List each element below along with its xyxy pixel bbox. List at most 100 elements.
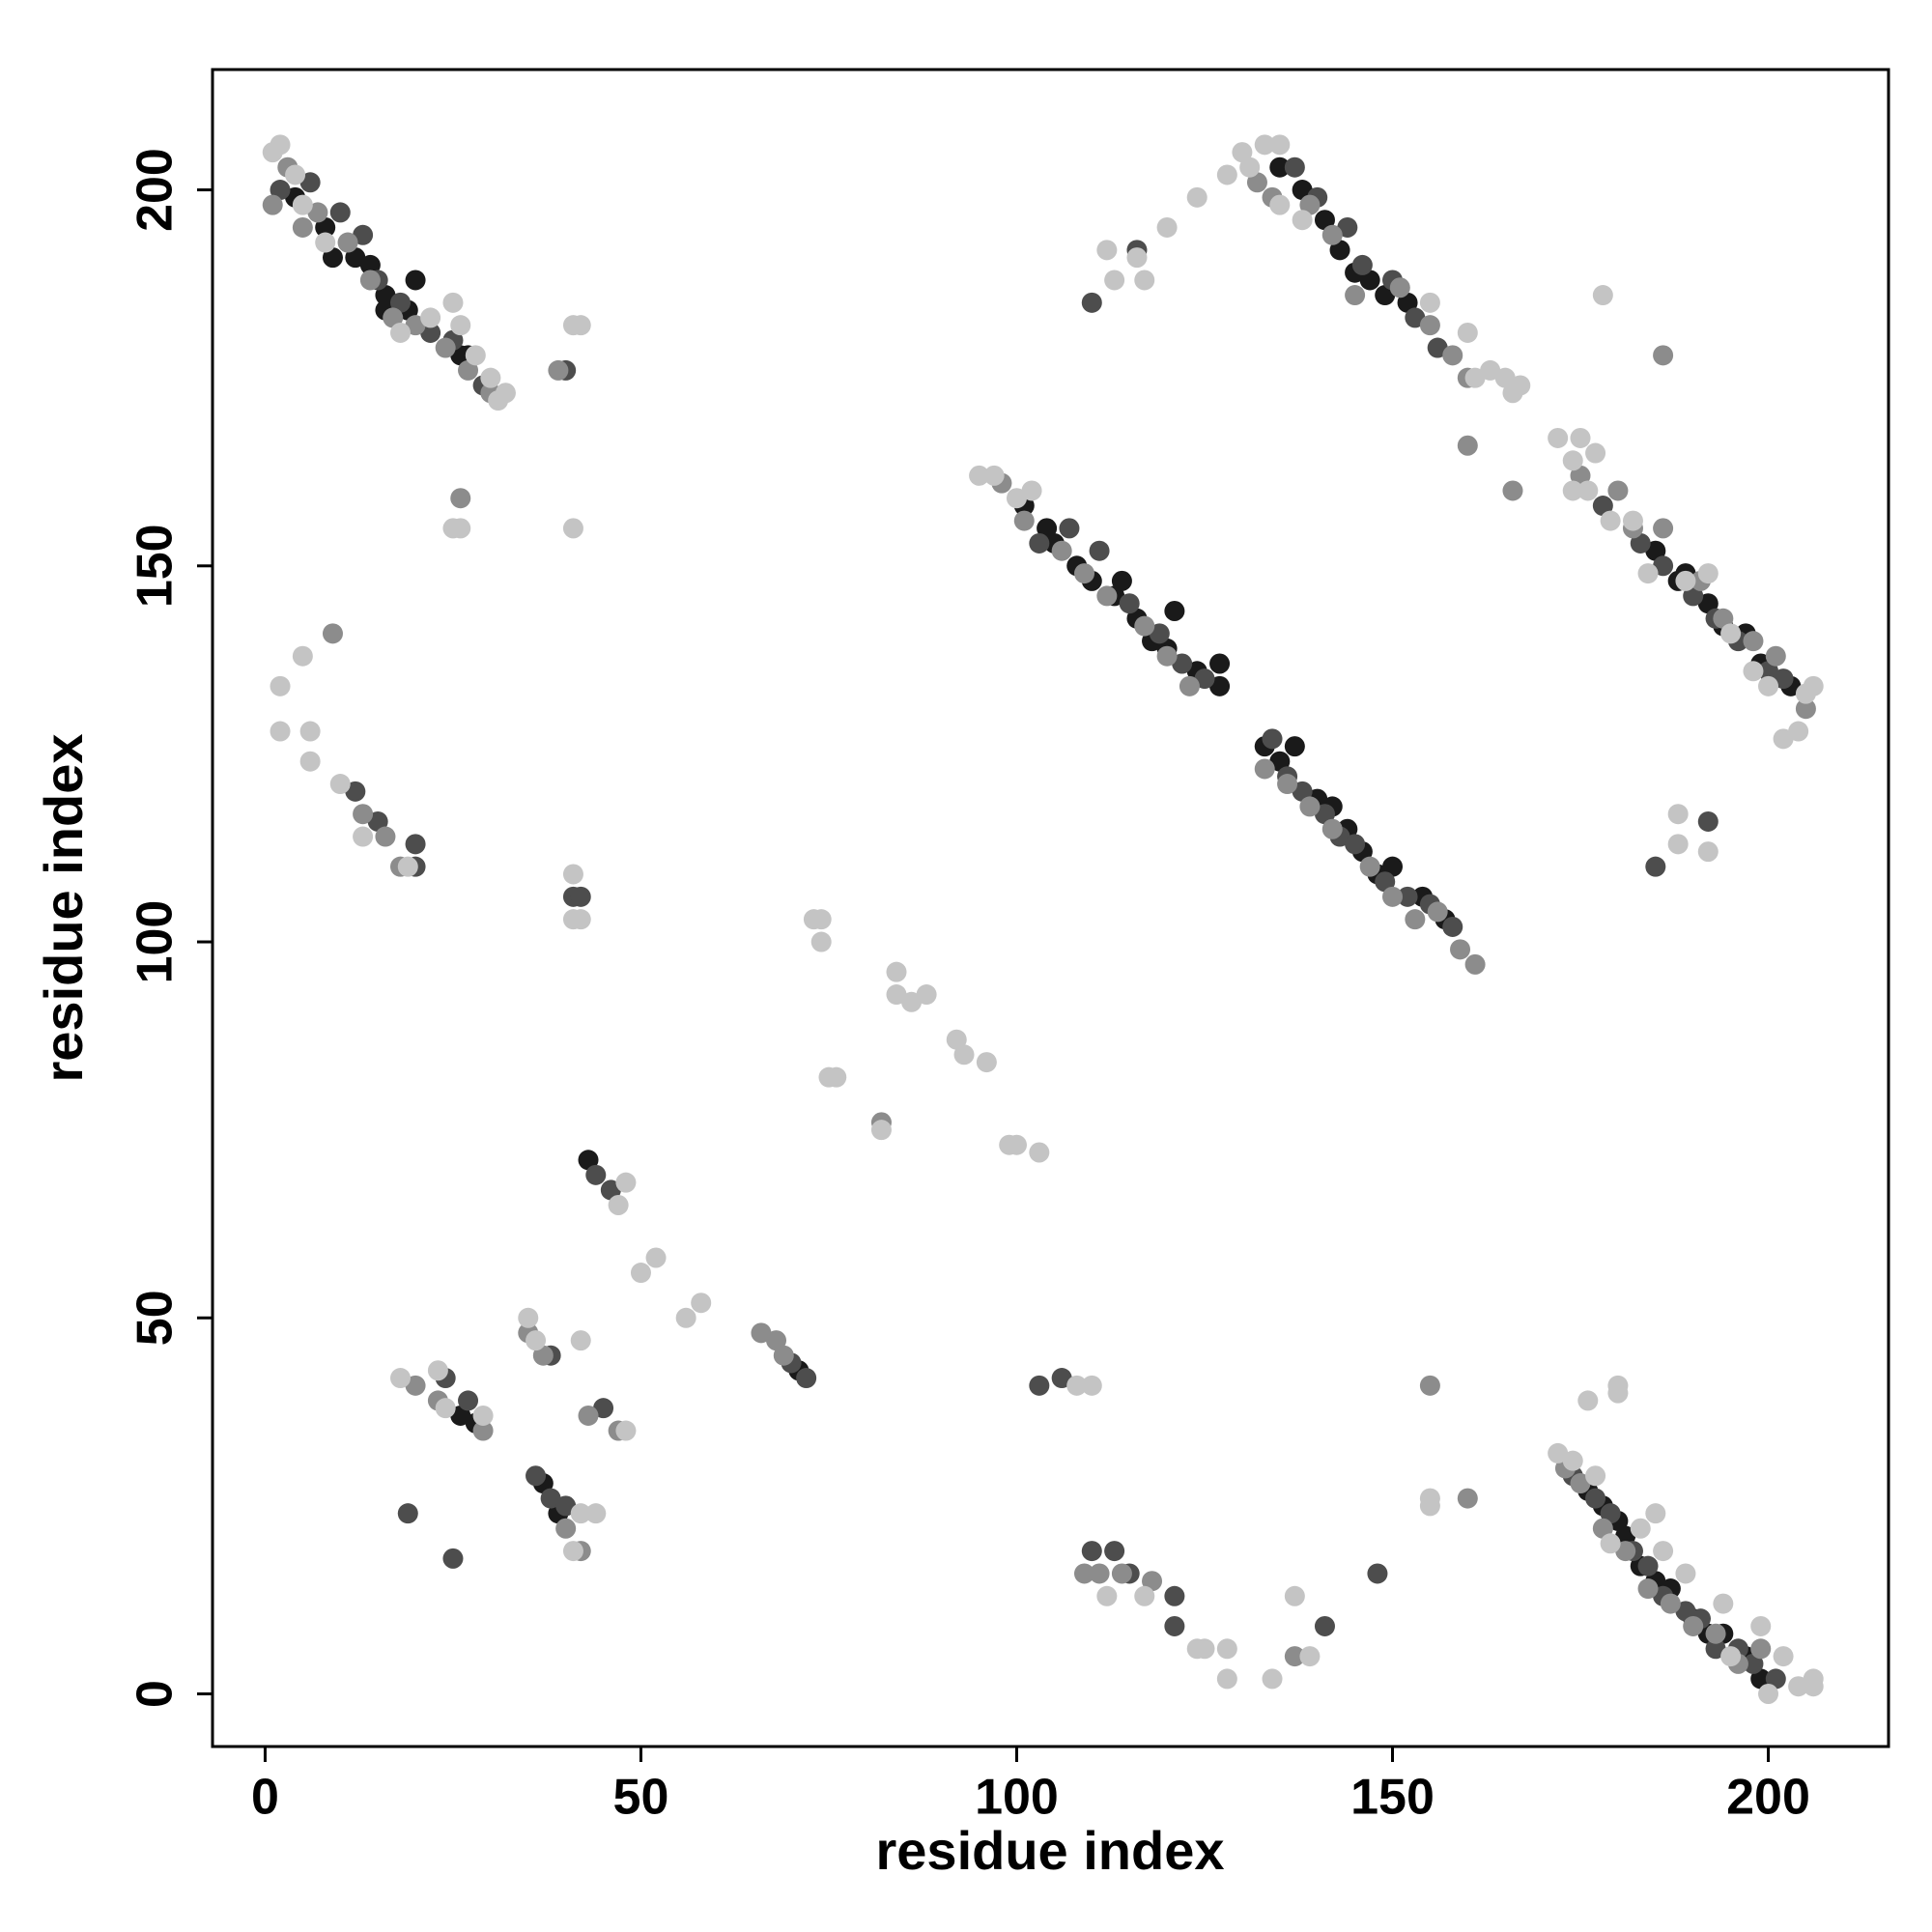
point	[1419, 1488, 1440, 1509]
point	[345, 247, 366, 269]
point	[1006, 1134, 1027, 1155]
point	[390, 292, 412, 313]
point	[691, 1293, 712, 1314]
point	[1562, 450, 1583, 471]
point	[405, 1375, 426, 1396]
point	[1758, 1684, 1779, 1705]
point	[1089, 540, 1110, 561]
point	[1675, 1563, 1696, 1584]
point	[1292, 781, 1313, 802]
point	[1585, 1465, 1606, 1487]
point	[1570, 1473, 1591, 1494]
point	[1743, 631, 1764, 652]
point	[1066, 1375, 1088, 1396]
point	[292, 216, 313, 238]
point	[270, 675, 291, 696]
point	[1743, 661, 1764, 682]
point	[292, 645, 313, 667]
point	[870, 1120, 892, 1141]
point	[1186, 1638, 1208, 1660]
point	[1585, 1488, 1606, 1509]
point	[353, 224, 374, 245]
point	[458, 1390, 479, 1411]
point	[390, 1368, 412, 1389]
point	[292, 194, 313, 215]
point	[1592, 496, 1613, 517]
point	[1126, 247, 1148, 269]
point	[1630, 1518, 1651, 1539]
point	[585, 1164, 607, 1185]
point	[608, 1194, 629, 1215]
point	[1277, 774, 1298, 795]
point	[1697, 563, 1719, 584]
point	[405, 270, 426, 291]
point	[675, 1307, 696, 1328]
point	[562, 518, 583, 539]
point	[1013, 510, 1035, 531]
point	[1653, 518, 1674, 539]
point	[526, 1330, 547, 1351]
point	[578, 1150, 599, 1171]
point	[1720, 1646, 1742, 1667]
point	[1600, 1503, 1621, 1524]
point	[1653, 345, 1674, 366]
point	[1284, 156, 1305, 178]
point	[1585, 442, 1606, 464]
point	[1788, 1676, 1809, 1697]
point	[555, 1518, 577, 1539]
point	[472, 1420, 494, 1441]
point	[1773, 1646, 1794, 1667]
point	[1389, 277, 1410, 298]
point	[1269, 751, 1291, 772]
point	[1788, 721, 1809, 742]
point	[1254, 758, 1275, 780]
point	[1382, 886, 1404, 907]
point	[1111, 1563, 1132, 1584]
point	[1645, 856, 1666, 877]
point	[1051, 1368, 1072, 1389]
point	[1081, 292, 1102, 313]
point	[1750, 1638, 1772, 1660]
point	[353, 826, 374, 847]
point	[1750, 1615, 1772, 1636]
point	[472, 1405, 494, 1426]
point	[442, 1548, 464, 1569]
point	[1427, 337, 1448, 358]
point	[420, 322, 441, 343]
x-tick-label: 50	[613, 1770, 669, 1826]
point	[337, 232, 358, 253]
point	[1683, 1615, 1704, 1636]
point	[1284, 1585, 1305, 1606]
point	[1653, 1541, 1674, 1562]
point	[578, 1405, 599, 1426]
point	[562, 864, 583, 885]
point	[1314, 1615, 1335, 1636]
point	[1645, 1503, 1666, 1524]
point	[1337, 216, 1358, 238]
point	[299, 172, 321, 193]
point	[585, 1503, 607, 1524]
point	[810, 909, 832, 930]
point	[1419, 315, 1440, 336]
point	[1548, 1442, 1569, 1463]
point	[1795, 698, 1816, 720]
point	[826, 1066, 847, 1088]
point	[1209, 675, 1231, 696]
x-tick-label: 100	[975, 1770, 1059, 1826]
point	[901, 991, 923, 1012]
point	[1645, 540, 1666, 561]
point	[435, 1398, 456, 1419]
point	[1457, 435, 1478, 456]
point	[1548, 427, 1569, 448]
point	[1051, 540, 1072, 561]
point	[1284, 736, 1305, 757]
point	[1442, 345, 1463, 366]
point	[1592, 285, 1613, 306]
point	[1405, 307, 1426, 328]
point	[1292, 180, 1313, 201]
point	[1262, 1668, 1283, 1690]
point	[751, 1322, 772, 1344]
point	[1006, 488, 1027, 509]
point	[1637, 563, 1659, 584]
point	[555, 1495, 577, 1517]
